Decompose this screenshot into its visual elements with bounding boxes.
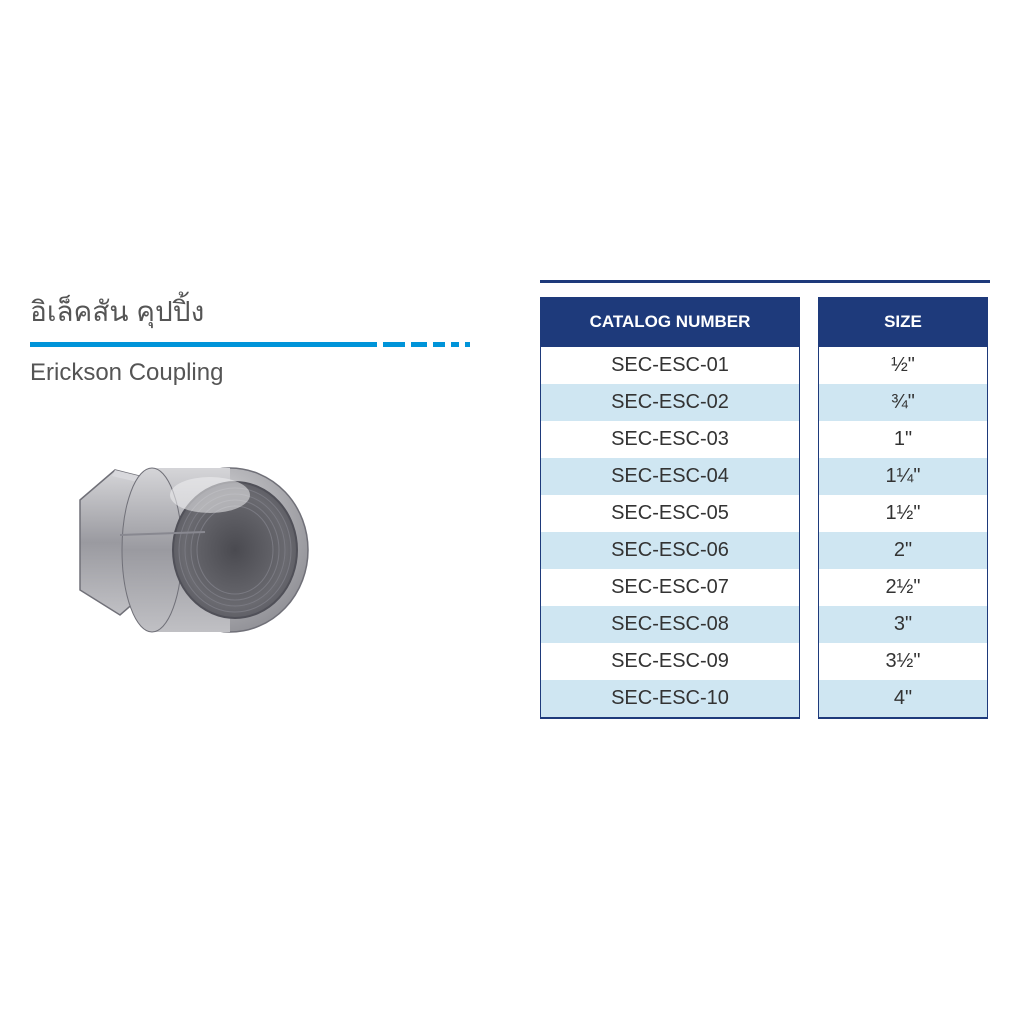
divider-dash	[411, 342, 427, 347]
thai-title: อิเล็คสัน คุปปิ้ง	[30, 290, 470, 334]
table-row: 4"	[819, 680, 988, 718]
size-cell: 1¼"	[819, 458, 988, 495]
divider-dash	[433, 342, 445, 347]
table-row: SEC-ESC-08	[541, 606, 800, 643]
size-cell: ¾"	[819, 384, 988, 421]
catalog-cell: SEC-ESC-03	[541, 421, 800, 458]
table-row: 3½"	[819, 643, 988, 680]
table-row: SEC-ESC-05	[541, 495, 800, 532]
catalog-cell: SEC-ESC-01	[541, 347, 800, 385]
table-row: SEC-ESC-01	[541, 347, 800, 385]
catalog-cell: SEC-ESC-08	[541, 606, 800, 643]
table-section: CATALOG NUMBER SEC-ESC-01SEC-ESC-02SEC-E…	[540, 280, 990, 719]
divider-dash	[383, 342, 405, 347]
size-header: SIZE	[819, 298, 988, 347]
catalog-table: CATALOG NUMBER SEC-ESC-01SEC-ESC-02SEC-E…	[540, 297, 800, 719]
table-row: SEC-ESC-03	[541, 421, 800, 458]
table-row: 1¼"	[819, 458, 988, 495]
table-row: SEC-ESC-09	[541, 643, 800, 680]
catalog-cell: SEC-ESC-07	[541, 569, 800, 606]
table-row: ¾"	[819, 384, 988, 421]
table-row: SEC-ESC-04	[541, 458, 800, 495]
table-row: 2"	[819, 532, 988, 569]
title-divider	[30, 342, 470, 347]
table-row: SEC-ESC-02	[541, 384, 800, 421]
size-cell: 1"	[819, 421, 988, 458]
size-cell: 1½"	[819, 495, 988, 532]
catalog-cell: SEC-ESC-10	[541, 680, 800, 718]
table-row: 1½"	[819, 495, 988, 532]
size-table: SIZE ½"¾"1"1¼"1½"2"2½"3"3½"4"	[818, 297, 988, 719]
size-cell: 2"	[819, 532, 988, 569]
catalog-cell: SEC-ESC-06	[541, 532, 800, 569]
size-cell: 2½"	[819, 569, 988, 606]
table-row: 1"	[819, 421, 988, 458]
table-top-border	[540, 280, 990, 283]
product-image	[60, 440, 320, 660]
catalog-header: CATALOG NUMBER	[541, 298, 800, 347]
tables-row: CATALOG NUMBER SEC-ESC-01SEC-ESC-02SEC-E…	[540, 297, 990, 719]
catalog-cell: SEC-ESC-02	[541, 384, 800, 421]
catalog-cell: SEC-ESC-04	[541, 458, 800, 495]
divider-dash	[451, 342, 459, 347]
table-row: SEC-ESC-10	[541, 680, 800, 718]
catalog-cell: SEC-ESC-05	[541, 495, 800, 532]
table-row: 3"	[819, 606, 988, 643]
size-cell: 4"	[819, 680, 988, 718]
size-body: ½"¾"1"1¼"1½"2"2½"3"3½"4"	[819, 347, 988, 719]
table-row: ½"	[819, 347, 988, 385]
table-row: SEC-ESC-07	[541, 569, 800, 606]
size-cell: 3½"	[819, 643, 988, 680]
table-row: 2½"	[819, 569, 988, 606]
catalog-cell: SEC-ESC-09	[541, 643, 800, 680]
title-section: อิเล็คสัน คุปปิ้ง Erickson Coupling	[30, 290, 470, 387]
divider-dash	[465, 342, 470, 347]
divider-main	[30, 342, 377, 347]
english-title: Erickson Coupling	[30, 359, 470, 387]
table-row: SEC-ESC-06	[541, 532, 800, 569]
size-cell: ½"	[819, 347, 988, 385]
catalog-body: SEC-ESC-01SEC-ESC-02SEC-ESC-03SEC-ESC-04…	[541, 347, 800, 719]
size-cell: 3"	[819, 606, 988, 643]
